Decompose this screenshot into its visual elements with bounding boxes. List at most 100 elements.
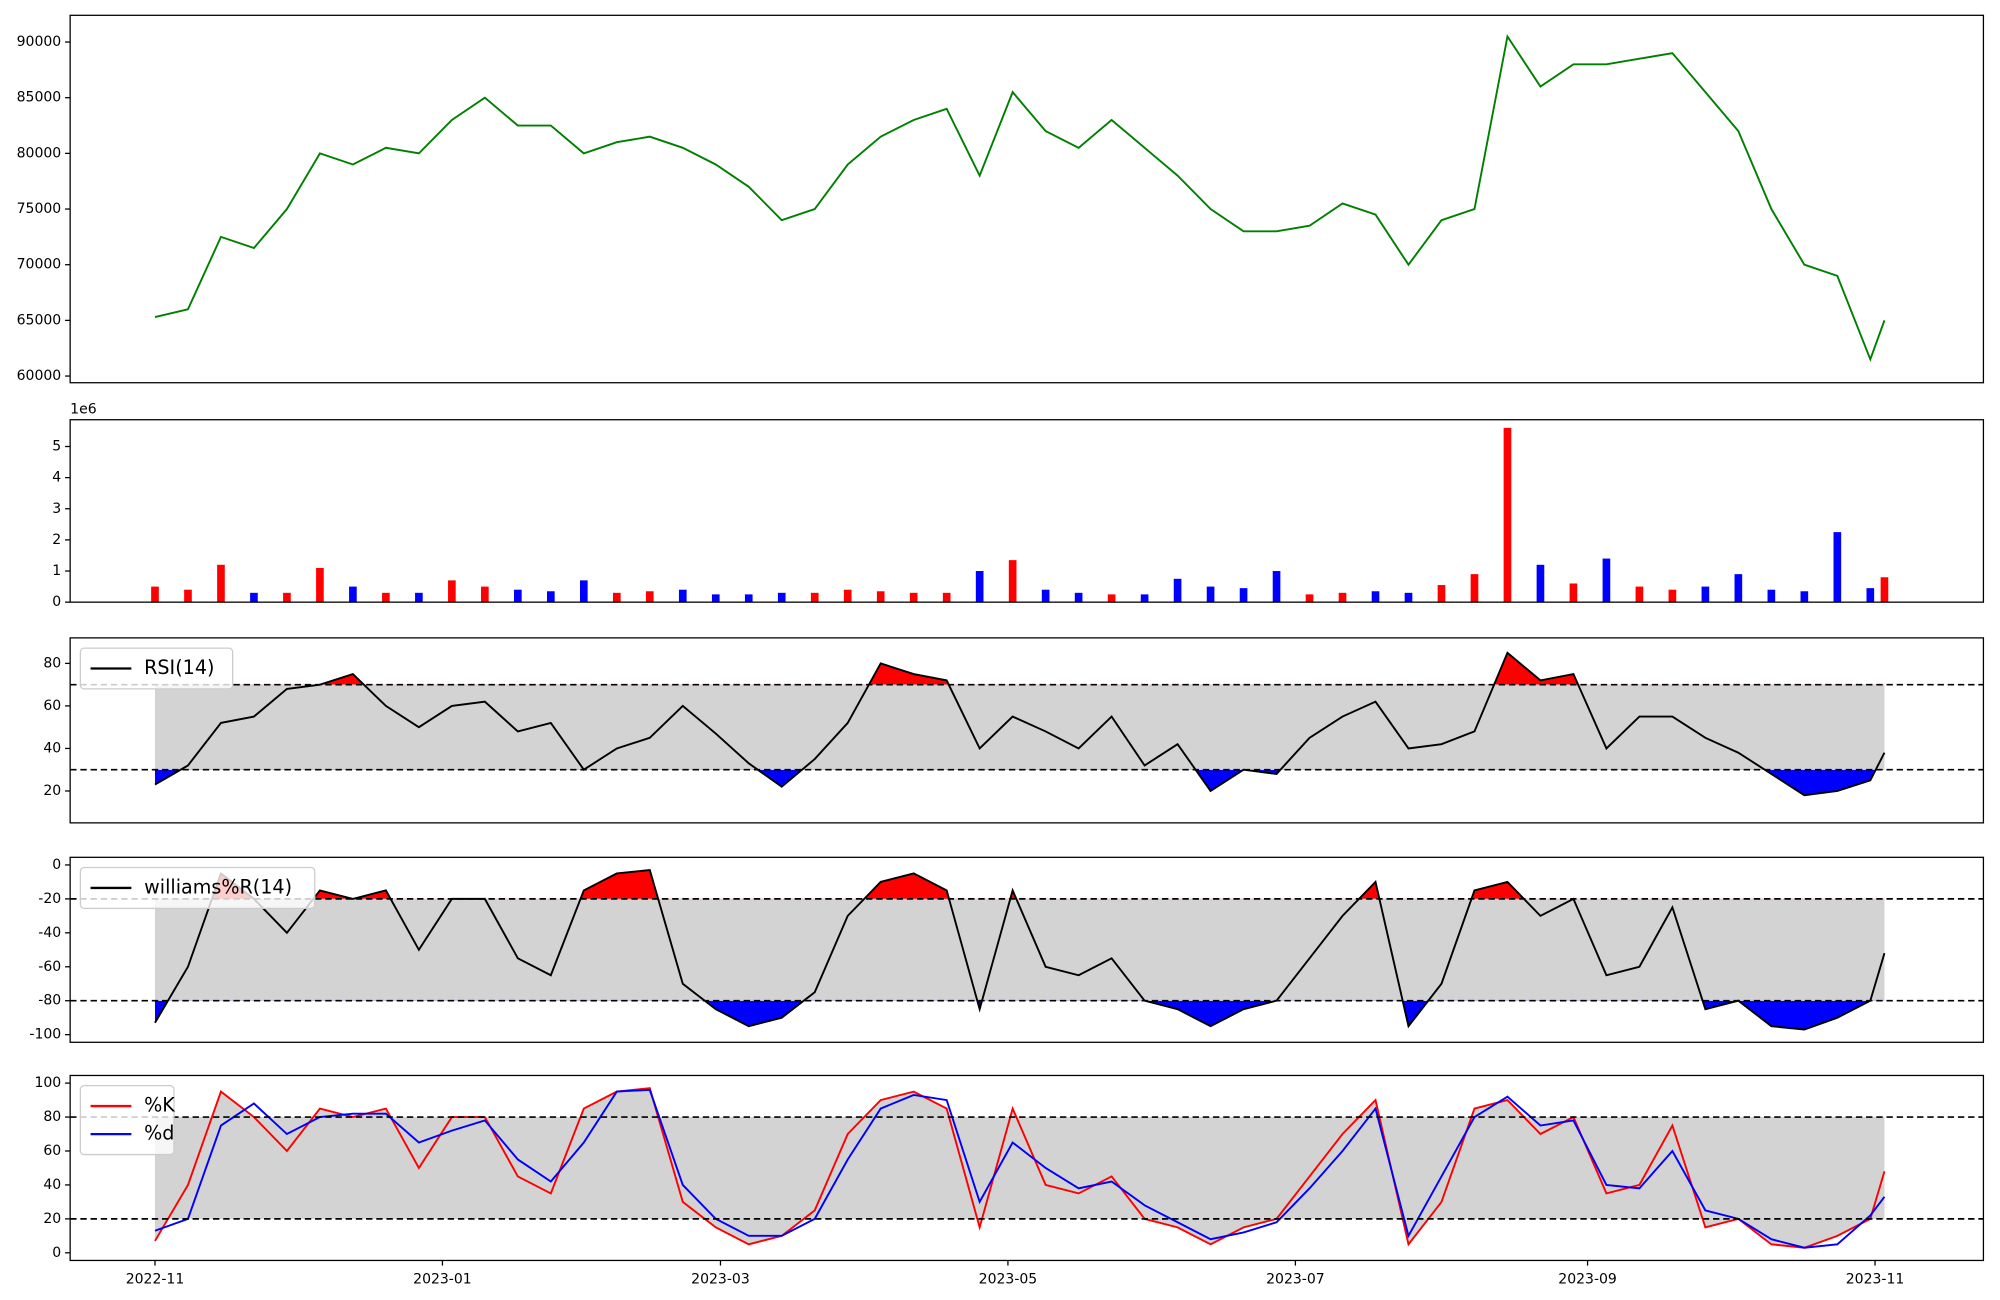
volume-bar: [1107, 594, 1116, 603]
y-tick-label: 4: [52, 470, 61, 486]
y-tick-label: 20: [43, 783, 61, 799]
y-tick-label: 20: [43, 1211, 61, 1227]
panel-frame: [69, 856, 1985, 1043]
volume-bar: [1668, 589, 1677, 603]
volume-bar: [481, 586, 489, 603]
y-tick-label: 0: [52, 594, 61, 610]
legend-label: williams%R(14): [144, 875, 292, 898]
y-tick-label: 0: [52, 1245, 61, 1261]
volume-bar: [1140, 594, 1149, 603]
y-tick-label: 0: [52, 857, 61, 873]
volume-bar: [1880, 577, 1889, 603]
y-tick-label: 1: [52, 563, 61, 579]
y-tick-label: 100: [34, 1075, 61, 1091]
volume-bar: [415, 592, 423, 603]
volume-bar: [777, 592, 786, 603]
volume-bar: [1272, 571, 1281, 603]
y-tick-label: 60: [43, 698, 61, 714]
volume-bar: [151, 586, 159, 603]
volume-bar: [184, 589, 192, 603]
volume-bar: [250, 592, 258, 603]
series-line: [154, 33, 1886, 363]
x-tick-label: 2023-05: [979, 1272, 1038, 1288]
volume-bar: [1602, 558, 1611, 603]
x-tick-label: 2023-03: [691, 1272, 750, 1288]
volume-bar: [1734, 574, 1743, 603]
y-tick-label: 60000: [17, 368, 62, 384]
x-tick-label: 2023-09: [1558, 1272, 1617, 1288]
volume-bar: [1833, 532, 1842, 603]
panel-frame: [69, 419, 1985, 603]
volume-bar: [283, 592, 291, 603]
volume-bar: [217, 564, 225, 603]
volume-bar: [1470, 574, 1479, 603]
y-tick-label: -20: [38, 891, 61, 907]
volume-bar: [942, 592, 951, 603]
volume-bar: [612, 592, 621, 603]
y-tick-label: 5: [52, 438, 61, 454]
y-tick-label: 75000: [17, 201, 62, 217]
y-tick-label: 70000: [17, 257, 62, 273]
x-tick-label: 2023-07: [1266, 1272, 1325, 1288]
volume-bar: [1404, 592, 1413, 603]
volume-bar: [1371, 591, 1380, 603]
panel-frame: [69, 14, 1985, 384]
volume-bar: [1866, 588, 1875, 603]
volume-bar: [975, 571, 984, 603]
oversold-fill: [154, 1000, 1885, 1030]
volume-bar: [1569, 583, 1578, 603]
oversold-fill: [154, 1218, 1885, 1248]
legend-box: [79, 866, 316, 909]
volume-bar: [909, 592, 918, 603]
band-fill: [154, 898, 1885, 1001]
volume-bar: [1338, 592, 1347, 603]
volume-bar: [1437, 585, 1446, 603]
x-tick-label: 2022-11: [126, 1272, 185, 1288]
axis-offset-label: 1e6: [70, 402, 97, 418]
volume-bar: [1173, 578, 1182, 603]
panel-frame: [69, 1074, 1985, 1262]
volume-bar: [1206, 586, 1215, 603]
series-line: [154, 869, 1886, 1031]
volume-bar: [1635, 586, 1644, 603]
volume-bar: [316, 567, 324, 603]
y-tick-label: -40: [38, 925, 61, 941]
series-line: [154, 651, 1886, 797]
volume-bar: [546, 591, 555, 603]
volume-bar: [579, 580, 588, 603]
volume-bar: [349, 586, 357, 603]
band-fill: [154, 1117, 1885, 1219]
volume-bar: [810, 592, 819, 603]
volume-bar: [1074, 592, 1083, 603]
volume-bar: [711, 594, 720, 603]
volume-bar: [1767, 589, 1776, 603]
y-tick-label: 65000: [17, 312, 62, 328]
overbought-fill: [154, 1088, 1885, 1118]
volume-bar: [744, 594, 753, 603]
legend-box: [79, 1085, 175, 1156]
volume-bar: [382, 592, 390, 603]
y-tick-label: 85000: [17, 90, 62, 106]
volume-bar: [1503, 427, 1512, 603]
volume-bar: [876, 591, 885, 603]
volume-bar: [645, 591, 654, 603]
x-tick-label: 2023-01: [413, 1272, 472, 1288]
volume-bar: [1239, 588, 1248, 603]
y-tick-label: 60: [43, 1143, 61, 1159]
legend-label: %d: [144, 1122, 174, 1145]
band-fill: [154, 684, 1885, 770]
y-tick-label: -80: [38, 993, 61, 1009]
x-tick-label: 2023-11: [1846, 1272, 1905, 1288]
y-tick-label: 3: [52, 501, 61, 517]
volume-bar: [1701, 586, 1710, 603]
y-tick-label: 40: [43, 740, 61, 756]
volume-bar: [1800, 591, 1809, 603]
panel-frame: [69, 637, 1985, 824]
series-line: [154, 1087, 1886, 1249]
volume-bar: [1536, 564, 1545, 603]
y-tick-label: -60: [38, 959, 61, 975]
y-tick-label: 2: [52, 532, 61, 548]
legend-box: [79, 647, 234, 690]
y-tick-label: 80000: [17, 145, 62, 161]
